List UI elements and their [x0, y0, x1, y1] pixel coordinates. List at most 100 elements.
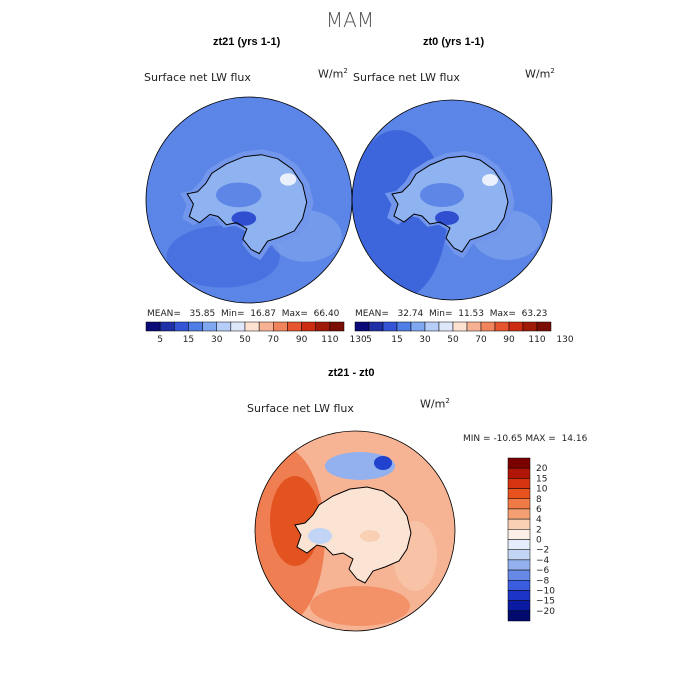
panel1-colorbar-swatch — [258, 321, 274, 332]
panel2-colorbar-swatch — [410, 321, 426, 332]
panel2-title: zt0 (yrs 1-1) — [423, 36, 485, 48]
panel3-colorbar-swatch — [507, 610, 531, 622]
panel1-title: zt21 (yrs 1-1) — [213, 36, 281, 48]
panel1-colorbar-swatch — [315, 321, 331, 332]
panel1-colorbar-swatch — [202, 321, 217, 332]
panel3-colorbar-tick-label: 6 — [536, 505, 542, 515]
panel1-colorbar-swatch — [145, 321, 161, 332]
diff-continent — [295, 487, 411, 583]
panel3-colorbar-tick-label: 8 — [536, 495, 542, 505]
ross-low — [435, 211, 459, 225]
panel2-colorbar-tick-label: 110 — [528, 335, 545, 345]
panel1-colorbar-swatch — [273, 321, 288, 332]
panel2-colorbar-tick-label: 90 — [503, 335, 515, 345]
panel1-colorbar-tick-label: 15 — [183, 335, 194, 345]
panel2-colorbar-swatch — [508, 321, 524, 332]
panel3-colorbar-tick-label: −8 — [536, 576, 550, 586]
panel2-colorbar-swatch — [438, 321, 454, 332]
diff-interior-warm — [360, 530, 380, 542]
panel3-colorbar-tick-label: −15 — [536, 597, 555, 607]
panel2-colorbar-tick-label: 15 — [391, 335, 402, 345]
map-border-2 — [351, 99, 553, 301]
panel1-colorbar-swatch — [159, 321, 175, 332]
panel2-colorbar: 5 15 30 50 70 90 110 130 — [354, 321, 574, 345]
panel3-colorbar-swatch — [507, 529, 531, 540]
diff-cool-peninsula — [308, 528, 332, 544]
panel2-colorbar-swatch — [466, 321, 482, 332]
panel3-colorbar-tick-label: −6 — [536, 566, 550, 576]
panel3-colorbar-tick-label: 0 — [536, 536, 542, 546]
panel3-colorbar-swatch — [507, 488, 531, 499]
panel2-colorbar-tick-label: 5 — [366, 335, 372, 345]
panel3-colorbar-tick-label: 4 — [536, 515, 542, 525]
panel2-colorbar-swatch — [452, 321, 468, 332]
coastline-2 — [391, 155, 509, 253]
panel1-colorbar-tick-label: 130 — [350, 335, 367, 345]
panel2-colorbar-swatch — [522, 321, 538, 332]
panel1-colorbar: 5 15 30 50 70 90 110 130 — [145, 321, 367, 345]
panel2-colorbar-tick-label: 130 — [556, 335, 573, 345]
panel3-colorbar-tick-label: −20 — [536, 607, 555, 617]
panel1-colorbar-tick-label: 70 — [268, 335, 280, 345]
panel3-colorbar-swatch — [507, 569, 531, 581]
panel3-colorbar-tick-label: 20 — [536, 464, 548, 474]
panel3-title: zt21 - zt0 — [328, 367, 375, 379]
panel2-colorbar-tick-label: 70 — [475, 335, 487, 345]
panel2-colorbar-swatch — [480, 321, 496, 332]
panel3-colorbar-tick-label: 15 — [536, 474, 547, 484]
panel2-variable-label: Surface net LW flux — [353, 71, 460, 84]
panel3-colorbar-swatch — [507, 478, 531, 489]
interior-high — [279, 173, 297, 186]
panel1-colorbar-swatch — [301, 321, 316, 332]
panel2-colorbar-swatch — [494, 321, 510, 332]
panel1-colorbar-tick-label: 90 — [296, 335, 308, 345]
panel1-colorbar-swatch — [329, 321, 345, 332]
panel2-colorbar-swatch — [396, 321, 412, 332]
panel2-colorbar-swatch — [424, 321, 440, 332]
panel3-colorbar-swatch — [507, 590, 531, 601]
panel1-colorbar-tick-label: 50 — [239, 335, 251, 345]
panel2-colorbar-swatch — [354, 321, 370, 332]
diff-cool-core — [374, 456, 392, 470]
panel1-map — [146, 97, 352, 303]
panel2-colorbar-tick-label: 30 — [419, 335, 431, 345]
panel2-units: W/m2 — [525, 67, 555, 81]
panel1-colorbar-tick-label: 5 — [157, 335, 163, 345]
interior-low — [420, 183, 464, 207]
panel2-colorbar-swatch — [536, 321, 552, 332]
panel3-colorbar-tick-label: 2 — [536, 525, 542, 535]
panel1-variable-label: Surface net LW flux — [144, 71, 251, 84]
diff-warm-south — [310, 586, 410, 626]
panel2-stats: MEAN= 32.74 Min= 11.53 Max= 63.23 — [355, 309, 548, 319]
panel1-colorbar-swatch — [174, 321, 189, 332]
panel2-colorbar-tick-label: 50 — [447, 335, 459, 345]
panel3-variable-label: Surface net LW flux — [247, 402, 354, 415]
panel1-colorbar-swatch — [287, 321, 302, 332]
panel3-stats: MIN = -10.65 MAX = 14.16 — [463, 434, 588, 444]
panel1-units: W/m2 — [318, 67, 348, 81]
panel3-colorbar-swatch — [507, 539, 531, 550]
map-border-3 — [254, 430, 456, 632]
panel1-colorbar-swatch — [244, 321, 260, 332]
panel1-colorbar-swatch — [188, 321, 203, 332]
interior-high — [482, 174, 498, 186]
panel3-colorbar-tick-label: −4 — [536, 556, 550, 566]
panel2-map — [352, 100, 552, 300]
panel1-colorbar-tick-label: 30 — [211, 335, 223, 345]
panel1-colorbar-tick-label: 110 — [321, 335, 338, 345]
panel1-colorbar-swatch — [216, 321, 232, 332]
coastline-3 — [294, 486, 412, 584]
panel3-units: W/m2 — [420, 397, 450, 411]
panel3-colorbar-tick-label: −10 — [536, 586, 555, 596]
panel3-colorbar-swatch — [507, 549, 531, 561]
season-title: MAM — [325, 8, 375, 32]
map-outlines — [145, 96, 553, 632]
panel1-stats: MEAN= 35.85 Min= 16.87 Max= 66.40 — [147, 309, 340, 319]
panel3-map — [255, 431, 455, 631]
ross-low — [231, 211, 257, 226]
panel3-colorbar-swatch — [507, 508, 531, 520]
panel3-colorbar-tick-label: 10 — [536, 485, 548, 495]
panel3-colorbar-swatch — [507, 457, 531, 469]
